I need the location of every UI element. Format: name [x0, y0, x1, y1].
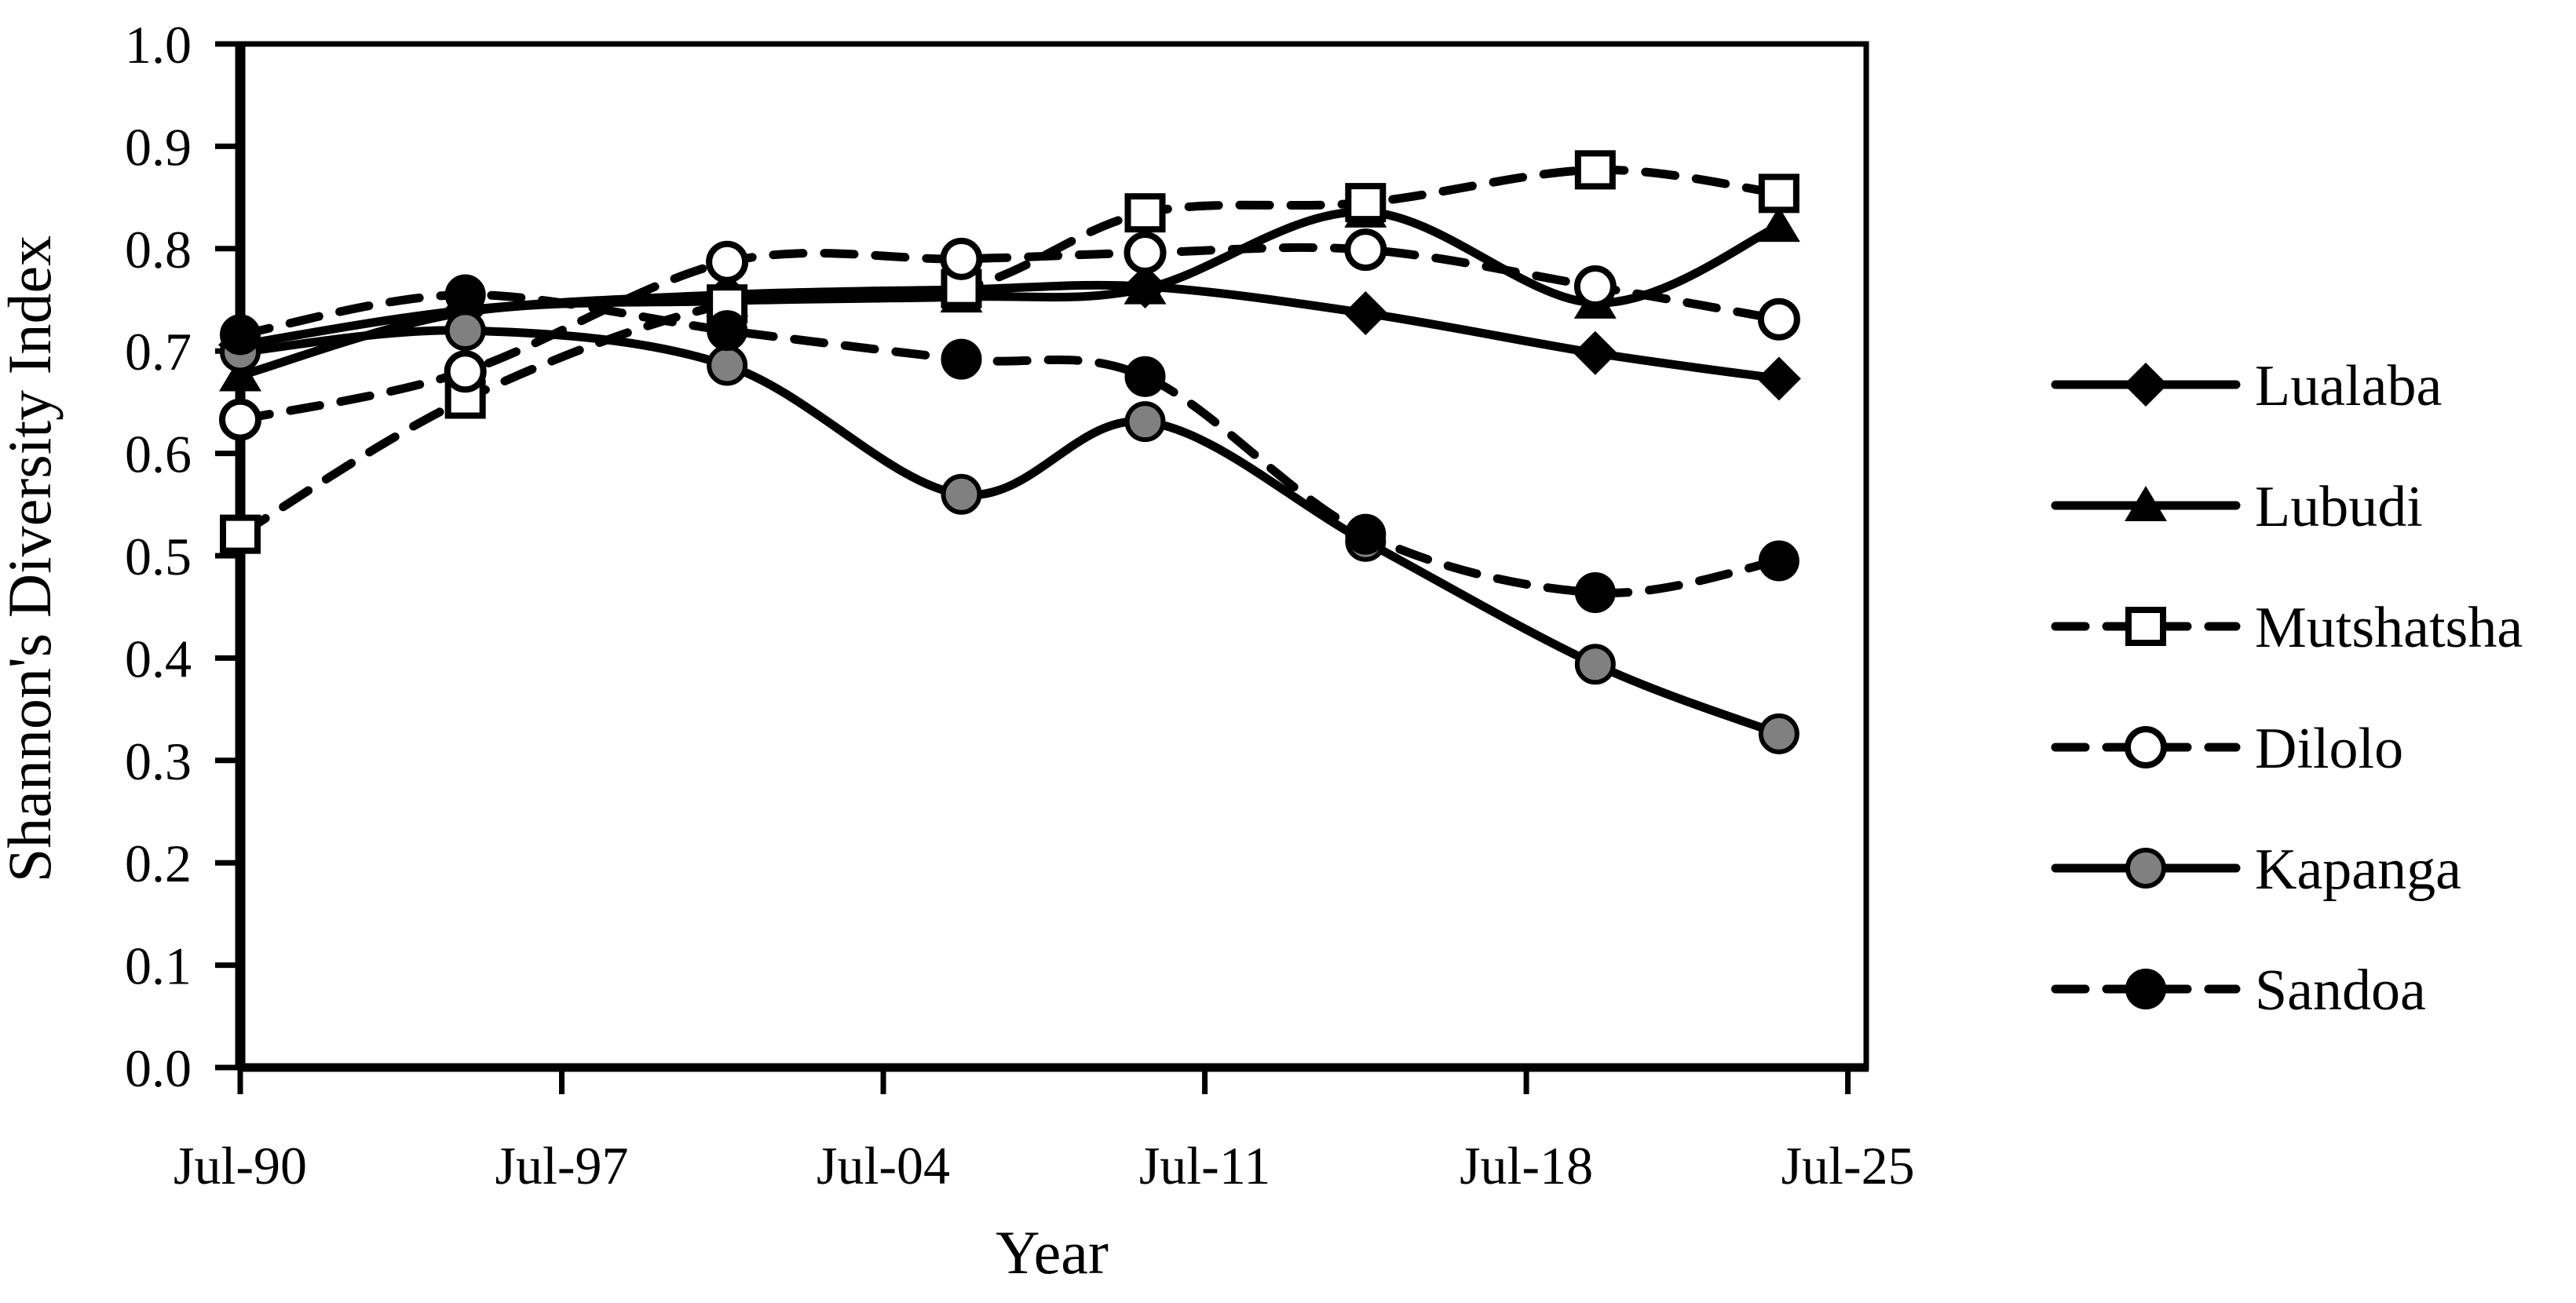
- legend-item-Kapanga: Kapanga: [2051, 838, 2461, 902]
- marker-Lualaba-7: [1756, 356, 1801, 401]
- marker-Mutshatsha-4: [1124, 193, 1166, 233]
- marker-Dilolo-0: [219, 398, 261, 441]
- y-tick-label-0.9: 0.9: [125, 117, 192, 177]
- legend-marker-Lubudi: [2125, 486, 2167, 521]
- legend-marker-Mutshatsha: [2125, 607, 2166, 646]
- legend-marker-Dilolo: [2125, 726, 2167, 768]
- marker-Lubudi-4: [1124, 268, 1167, 305]
- series-Sandoa: [220, 274, 1800, 613]
- legend-item-Dilolo: Dilolo: [2051, 717, 2403, 781]
- marker-Sandoa-0: [220, 314, 261, 356]
- marker-Mutshatsha-0: [220, 514, 261, 554]
- axis-layer: 0.0 0.1 0.2 0.3 0.4 0.5 0.6 0.7 0.8 0.9 1.0 Jul-90 J…: [125, 15, 1915, 1195]
- legend-item-Lubudi: Lubudi: [2051, 475, 2423, 539]
- marker-Dilolo-1: [444, 350, 487, 393]
- marker-Kapanga-4: [1124, 401, 1166, 443]
- legend-label-Lubudi: Lubudi: [2255, 475, 2423, 539]
- y-tick-label-0.0: 0.0: [125, 1038, 192, 1098]
- x-axis-title: Year: [996, 1218, 1109, 1287]
- y-tick-label-0.1: 0.1: [125, 936, 192, 996]
- marker-Kapanga-7: [1758, 713, 1800, 754]
- legend-marker-Lualaba: [2124, 363, 2168, 407]
- y-tick-label-0.7: 0.7: [125, 322, 192, 381]
- x-tick-label-Jul-25: Jul-25: [1781, 1136, 1915, 1195]
- marker-Lualaba-5: [1343, 290, 1388, 335]
- marker-Kapanga-1: [444, 310, 486, 352]
- y-tick-label-0.5: 0.5: [125, 527, 192, 586]
- marker-Sandoa-7: [1758, 540, 1800, 582]
- marker-Mutshatsha-5: [1345, 183, 1387, 223]
- y-tick-label-1.0: 1.0: [125, 15, 192, 75]
- legend-marker-Kapanga: [2125, 848, 2166, 889]
- marker-Mutshatsha-6: [1574, 150, 1616, 190]
- marker-Dilolo-5: [1344, 228, 1387, 272]
- y-tick-label-0.6: 0.6: [125, 425, 192, 484]
- y-axis-title: Shannon's Diversity Index: [0, 235, 64, 882]
- legend-label-Dilolo: Dilolo: [2255, 717, 2403, 781]
- x-tick-label-Jul-18: Jul-18: [1460, 1136, 1593, 1195]
- legend-marker-Sandoa: [2125, 969, 2166, 1009]
- series-line-Kapanga: [236, 326, 1784, 739]
- y-tick-label-0.4: 0.4: [125, 629, 192, 688]
- plot-frame: [237, 41, 1869, 1071]
- legend-item-Lualaba: Lualaba: [2051, 354, 2442, 418]
- marker-Sandoa-6: [1574, 571, 1616, 613]
- series-line-Dilolo: [236, 243, 1784, 425]
- legend-label-Sandoa: Sandoa: [2255, 958, 2426, 1023]
- y-tick-label-0.8: 0.8: [125, 220, 192, 279]
- marker-Sandoa-2: [707, 310, 748, 352]
- marker-Kapanga-6: [1574, 644, 1616, 685]
- marker-Mutshatsha-7: [1758, 173, 1800, 214]
- marker-Sandoa-5: [1345, 513, 1387, 555]
- series-line-Sandoa: [236, 290, 1784, 597]
- marker-Lubudi-7: [1757, 206, 1800, 243]
- marker-Sandoa-3: [941, 338, 982, 380]
- series-line-Lubudi: [236, 207, 1784, 380]
- marker-Sandoa-1: [444, 274, 486, 316]
- marker-Kapanga-2: [707, 345, 748, 386]
- marker-Dilolo-6: [1573, 265, 1617, 308]
- series-Dilolo: [219, 228, 1800, 441]
- marker-Lubudi-0: [219, 356, 261, 392]
- marker-Dilolo-4: [1124, 232, 1167, 275]
- marker-Sandoa-4: [1124, 356, 1166, 397]
- marker-Kapanga-3: [941, 473, 982, 515]
- legend: Lualaba Lubudi Mutshatsha Dilolo Kapanga Sand…: [2051, 354, 2523, 1023]
- marker-Lualaba-6: [1573, 330, 1617, 375]
- marker-Dilolo-2: [706, 240, 749, 283]
- legend-item-Sandoa: Sandoa: [2051, 958, 2426, 1023]
- y-tick-label-0.3: 0.3: [125, 732, 192, 791]
- legend-item-Mutshatsha: Mutshatsha: [2051, 596, 2523, 660]
- x-tick-label-Jul-04: Jul-04: [817, 1136, 950, 1195]
- legend-label-Mutshatsha: Mutshatsha: [2255, 596, 2523, 660]
- y-tick-label-0.2: 0.2: [125, 834, 192, 893]
- marker-Dilolo-3: [940, 237, 983, 280]
- legend-label-Kapanga: Kapanga: [2255, 838, 2461, 902]
- x-tick-label-Jul-90: Jul-90: [174, 1136, 307, 1195]
- legend-label-Lualaba: Lualaba: [2255, 354, 2442, 418]
- marker-Dilolo-7: [1757, 297, 1800, 341]
- series-layer: [218, 150, 1801, 754]
- x-tick-label-Jul-11: Jul-11: [1139, 1136, 1270, 1195]
- x-tick-label-Jul-97: Jul-97: [495, 1136, 629, 1195]
